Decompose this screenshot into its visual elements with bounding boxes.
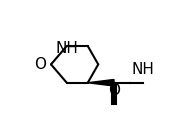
Text: NH: NH — [55, 41, 78, 56]
Text: NH: NH — [131, 62, 154, 77]
Text: O: O — [34, 57, 46, 72]
Polygon shape — [88, 79, 114, 86]
Text: O: O — [108, 83, 120, 98]
